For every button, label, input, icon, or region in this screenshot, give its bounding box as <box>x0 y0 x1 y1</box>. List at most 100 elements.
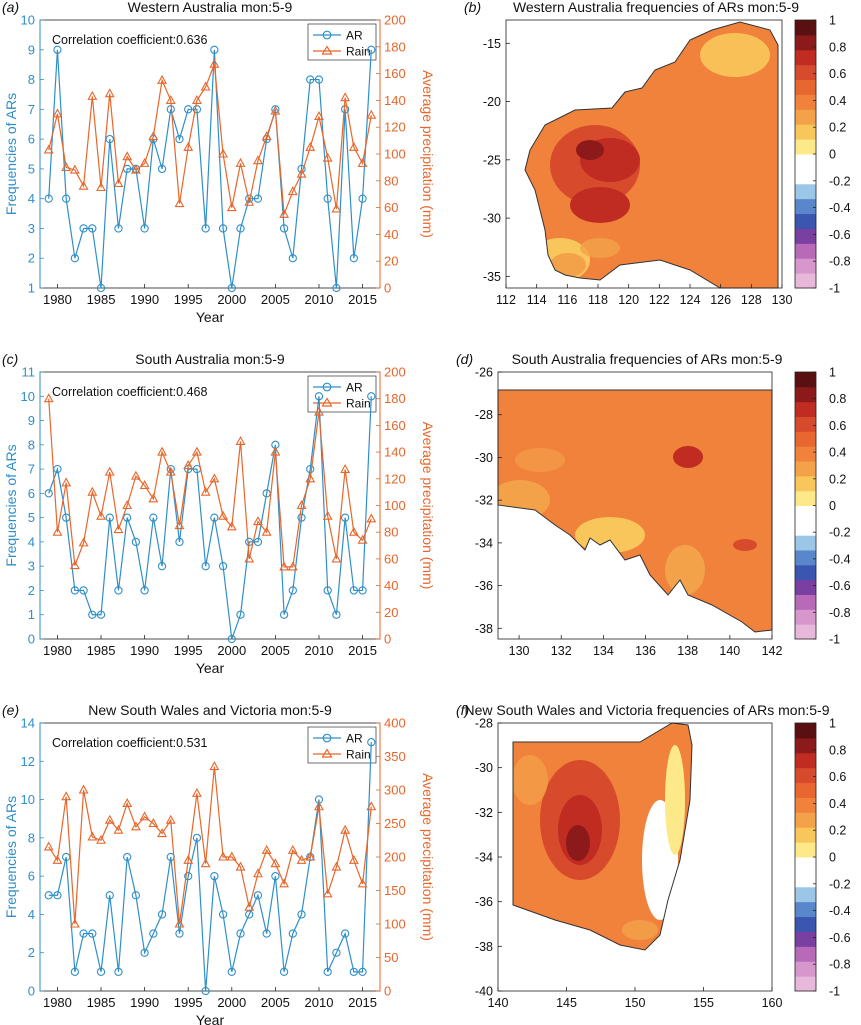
x-tick-label: 140 <box>719 644 740 658</box>
colorbar-segment <box>795 213 816 229</box>
colorbar-segment <box>795 886 816 903</box>
legend-label-rain: Rain <box>346 45 371 59</box>
y-tick-label-right: 60 <box>384 551 398 566</box>
colorbar-tick-label: 0.8 <box>829 743 846 757</box>
data-point-ar <box>297 513 306 522</box>
data-point-ar <box>297 910 306 919</box>
data-point-ar <box>253 194 263 203</box>
correlation-annotation: Correlation coefficient:0.636 <box>52 33 207 47</box>
data-point-ar <box>367 737 376 747</box>
y-axis-label-right: Average precipitation (mm) <box>420 422 436 590</box>
y-tick-label: -28 <box>475 717 493 731</box>
data-point-rain <box>348 141 359 151</box>
y-tick-label-right: 180 <box>384 39 406 54</box>
map-outline <box>512 722 693 951</box>
data-point-ar <box>227 967 236 977</box>
map-fill <box>525 22 778 288</box>
data-point-ar <box>227 283 236 293</box>
data-point-rain <box>348 526 359 536</box>
data-point-ar <box>210 45 219 54</box>
data-point-rain <box>78 784 89 794</box>
data-point-rain <box>191 787 202 797</box>
colorbar-tick-label: 0.8 <box>829 40 846 54</box>
colorbar-tick-label: -0.4 <box>829 904 851 918</box>
x-tick-label: 128 <box>741 293 762 307</box>
colorbar-segment <box>795 416 816 432</box>
data-point-rain <box>287 561 298 571</box>
contour-region <box>733 539 757 551</box>
x-tick-label: 1995 <box>174 643 203 658</box>
data-point-rain <box>340 92 351 102</box>
data-point-ar <box>123 513 132 522</box>
colorbar-tick-label: -0.4 <box>829 552 851 566</box>
y-tick-label-left: 8 <box>28 830 35 845</box>
line-chart-c: 1980 1985 1990 1995 2000 2005 2010 201501234567… <box>2 351 436 676</box>
data-point-rain <box>331 861 342 871</box>
colorbar-tick-label: -0.4 <box>829 201 851 215</box>
data-point-rain <box>148 818 159 828</box>
x-tick-label: 2005 <box>261 292 290 307</box>
colorbar-segment <box>795 79 816 95</box>
colorbar-tick-label: 1 <box>829 717 836 731</box>
data-point-rain <box>148 131 159 141</box>
data-point-ar <box>367 45 376 54</box>
y-tick-label-left: 2 <box>28 583 35 598</box>
series-ar <box>44 45 376 293</box>
data-point-ar <box>210 871 219 881</box>
data-point-rain <box>139 157 150 167</box>
x-tick-label: 1985 <box>87 995 116 1010</box>
y-tick-label: -30 <box>475 451 493 465</box>
data-point-rain <box>244 901 255 911</box>
data-point-rain <box>96 510 106 520</box>
data-point-ar <box>157 910 167 919</box>
data-point-ar <box>253 891 263 900</box>
y-tick-label: -30 <box>483 212 501 226</box>
contour-region <box>700 33 770 77</box>
plot-frame <box>497 371 773 640</box>
data-point-ar <box>314 392 324 401</box>
y-axis-label-right: Average precipitation (mm) <box>420 773 436 941</box>
series-line-ar <box>48 742 372 992</box>
data-point-rain <box>165 466 176 476</box>
colorbar-tick-label: 0.2 <box>829 824 846 838</box>
data-point-ar <box>332 948 341 957</box>
data-point-ar <box>253 537 263 547</box>
colorbar-segment <box>795 624 816 640</box>
data-point-rain <box>69 164 80 174</box>
data-point-ar <box>323 967 332 977</box>
plot-frame <box>505 19 783 289</box>
data-point-ar <box>349 586 358 595</box>
data-point-ar <box>140 948 149 957</box>
data-point-ar <box>262 489 271 498</box>
data-point-ar <box>358 194 367 203</box>
data-point-ar <box>340 929 350 938</box>
data-point-ar <box>70 254 80 263</box>
data-point-ar <box>201 562 210 571</box>
x-axis-label: Year <box>196 1012 225 1025</box>
panel-tag: (d) <box>456 351 473 367</box>
x-tick-label: 2005 <box>261 995 290 1010</box>
y-tick-label-right: 20 <box>384 254 398 269</box>
data-point-ar <box>192 833 202 843</box>
x-tick-label: 2015 <box>348 995 377 1010</box>
data-point-rain <box>52 526 63 536</box>
y-tick-label-left: 3 <box>28 221 35 236</box>
x-tick-label: 112 <box>496 293 516 307</box>
x-tick-label: 2010 <box>305 643 334 658</box>
data-point-ar <box>218 562 228 571</box>
data-point-ar <box>157 164 167 174</box>
x-tick-label: 126 <box>710 293 731 307</box>
series-line-ar <box>48 396 372 640</box>
data-point-ar <box>210 513 219 522</box>
data-point-ar <box>79 586 88 595</box>
panel-tag: (b) <box>464 0 481 15</box>
data-point-rain <box>78 537 89 547</box>
colorbar-segment <box>795 752 816 769</box>
colorbar-tick-label: -0.2 <box>829 877 851 891</box>
data-point-ar <box>44 489 53 498</box>
data-point-ar <box>245 910 254 919</box>
data-point-rain <box>279 208 290 218</box>
colorbar-tick-label: -0.6 <box>829 579 851 593</box>
contour-region <box>576 140 604 160</box>
legend-label-ar: AR <box>346 732 363 746</box>
